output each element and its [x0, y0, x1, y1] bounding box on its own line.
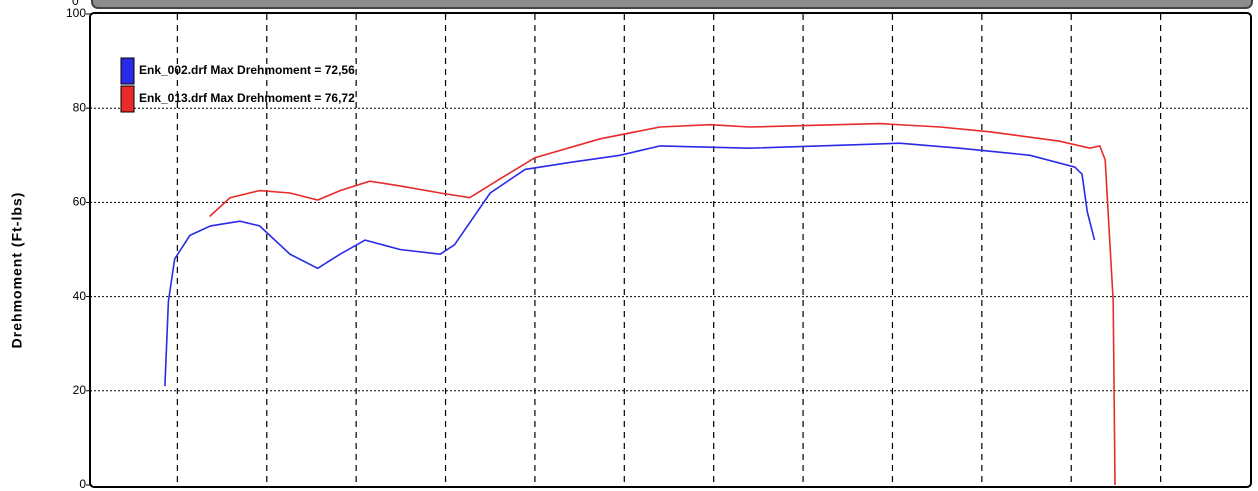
legend-swatch	[120, 85, 135, 113]
y-axis-label: Drehmoment (Ft-lbs)	[9, 192, 25, 349]
y-tick-label: 40	[73, 289, 87, 303]
series-line	[209, 122, 1116, 486]
series-line	[164, 142, 1096, 387]
y-tick-label: 60	[73, 195, 87, 209]
legend-swatch	[120, 57, 135, 85]
y-tick-label: 0	[79, 477, 86, 491]
plot-area	[90, 14, 1251, 486]
legend-label: Enk_013.drf Max Drehmoment = 76,72	[139, 91, 355, 105]
plot-frame	[89, 12, 1252, 488]
top-bar	[91, 0, 1253, 9]
top-label: 0	[72, 0, 79, 8]
y-tick-label: 20	[73, 383, 87, 397]
legend-label: Enk_002.drf Max Drehmoment = 72,56	[139, 63, 355, 77]
y-tick-label: 100	[66, 6, 86, 20]
y-tick-label: 80	[73, 100, 87, 114]
